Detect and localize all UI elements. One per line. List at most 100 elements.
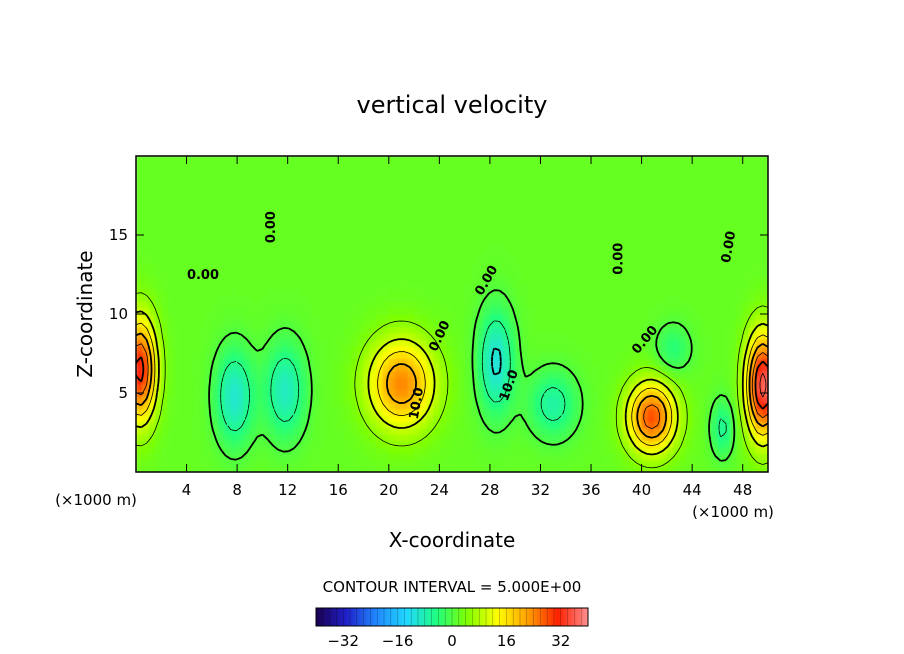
- heatmap-cell: [142, 244, 150, 252]
- heatmap-cell: [470, 269, 479, 277]
- heatmap-cell: [344, 396, 352, 404]
- heatmap-cell: [199, 244, 207, 252]
- heatmap-cell: [218, 187, 226, 195]
- heatmap-cell: [641, 402, 649, 410]
- heatmap-cell: [414, 370, 422, 378]
- heatmap-cell: [755, 427, 763, 435]
- heatmap-cell: [173, 446, 182, 454]
- heatmap-cell: [546, 320, 554, 328]
- heatmap-cell: [161, 434, 169, 442]
- heatmap-cell: [546, 168, 554, 176]
- heatmap-cell: [736, 351, 744, 360]
- heatmap-cell: [199, 200, 207, 208]
- heatmap-cell: [426, 427, 434, 435]
- heatmap-cell: [578, 383, 586, 391]
- heatmap-cell: [262, 364, 270, 372]
- heatmap-cell: [635, 187, 643, 195]
- heatmap-cell: [717, 225, 725, 233]
- heatmap-cell: [515, 193, 523, 202]
- heatmap-cell: [559, 396, 567, 404]
- heatmap-cell: [584, 440, 592, 448]
- heatmap-cell: [154, 156, 163, 164]
- heatmap-cell: [294, 282, 302, 290]
- heatmap-cell: [572, 326, 580, 334]
- heatmap-cell: [572, 187, 580, 195]
- heatmap-cell: [679, 269, 687, 277]
- heatmap-cell: [154, 269, 163, 277]
- heatmap-cell: [167, 370, 175, 378]
- heatmap-cell: [142, 269, 150, 277]
- heatmap-cell: [742, 282, 750, 290]
- heatmap-cell: [464, 200, 472, 208]
- heatmap-cell: [641, 408, 649, 416]
- heatmap-cell: [584, 187, 592, 195]
- heatmap-cell: [325, 301, 333, 309]
- heatmap-cell: [426, 377, 434, 385]
- heatmap-cell: [243, 181, 251, 189]
- heatmap-cell: [698, 453, 706, 461]
- heatmap-cell: [294, 453, 302, 461]
- heatmap-cell: [344, 453, 352, 461]
- heatmap-cell: [287, 200, 295, 208]
- heatmap-cell: [723, 389, 731, 397]
- heatmap-cell: [502, 288, 510, 296]
- heatmap-cell: [363, 295, 371, 303]
- heatmap-cell: [723, 314, 731, 322]
- heatmap-cell: [515, 187, 523, 195]
- heatmap-cell: [628, 320, 637, 328]
- heatmap-cell: [243, 193, 251, 202]
- heatmap-cell: [711, 200, 719, 208]
- heatmap-cell: [268, 377, 276, 385]
- heatmap-cell: [521, 332, 529, 341]
- heatmap-cell: [717, 345, 725, 353]
- heatmap-cell: [597, 250, 605, 258]
- heatmap-cell: [369, 434, 377, 442]
- heatmap-cell: [211, 162, 219, 170]
- heatmap-cell: [755, 187, 763, 195]
- heatmap-cell: [344, 459, 352, 467]
- heatmap-cell: [237, 162, 245, 170]
- heatmap-cell: [622, 332, 630, 341]
- heatmap-cell: [717, 187, 725, 195]
- heatmap-cell: [319, 465, 327, 472]
- heatmap-cell: [540, 358, 548, 366]
- heatmap-cell: [338, 402, 346, 410]
- heatmap-cell: [186, 326, 194, 334]
- heatmap-cell: [578, 269, 586, 277]
- heatmap-cell: [407, 282, 415, 290]
- heatmap-cell: [755, 402, 763, 410]
- heatmap-cell: [572, 389, 580, 397]
- heatmap-cell: [363, 408, 371, 416]
- heatmap-cell: [294, 377, 302, 385]
- heatmap-cell: [388, 370, 396, 378]
- heatmap-cell: [237, 295, 245, 303]
- heatmap-cell: [685, 225, 693, 233]
- heatmap-cell: [142, 320, 150, 328]
- heatmap-cell: [312, 440, 321, 448]
- heatmap-cell: [717, 332, 725, 341]
- heatmap-cell: [527, 383, 535, 391]
- heatmap-cell: [325, 288, 333, 296]
- heatmap-cell: [287, 212, 295, 220]
- heatmap-cell: [464, 193, 472, 202]
- heatmap-cell: [445, 244, 453, 252]
- heatmap-cell: [325, 364, 333, 372]
- heatmap-cell: [591, 465, 599, 472]
- heatmap-cell: [262, 415, 270, 423]
- heatmap-cell: [679, 288, 687, 296]
- heatmap-cell: [591, 238, 599, 246]
- heatmap-cell: [654, 446, 662, 454]
- heatmap-cell: [243, 427, 251, 435]
- heatmap-cell: [439, 200, 447, 208]
- heatmap-cell: [319, 339, 327, 347]
- heatmap-cell: [382, 408, 390, 416]
- heatmap-cell: [376, 257, 384, 265]
- heatmap-cell: [363, 415, 371, 423]
- heatmap-cell: [369, 225, 377, 233]
- heatmap-cell: [287, 440, 295, 448]
- heatmap-cell: [287, 465, 295, 472]
- heatmap-cell: [515, 465, 523, 472]
- heatmap-cell: [704, 314, 712, 322]
- heatmap-cell: [369, 307, 377, 315]
- heatmap-cell: [610, 174, 618, 183]
